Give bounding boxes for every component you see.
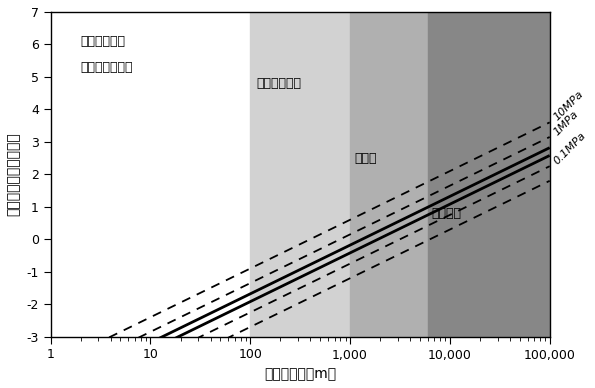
Text: 1MPa: 1MPa: [552, 108, 581, 137]
Bar: [350, 12, 428, 337]
Text: 検出限界以下: 検出限界以下: [81, 35, 126, 48]
Text: 10MPa: 10MPa: [552, 89, 585, 122]
Text: （弾性波探査）: （弾性波探査）: [81, 61, 133, 74]
X-axis label: 断層の長さ（m）: 断層の長さ（m）: [264, 367, 336, 381]
Text: 0.1MPa: 0.1MPa: [552, 130, 588, 166]
Bar: [428, 12, 550, 337]
Text: 検出容易: 検出容易: [431, 207, 461, 220]
Bar: [250, 12, 350, 337]
Text: 検出可: 検出可: [354, 152, 377, 165]
Bar: [51, 12, 250, 337]
Y-axis label: 地震のマグニチュード: 地震のマグニチュード: [7, 132, 21, 216]
Text: 検出しにくい: 検出しにくい: [256, 77, 301, 90]
